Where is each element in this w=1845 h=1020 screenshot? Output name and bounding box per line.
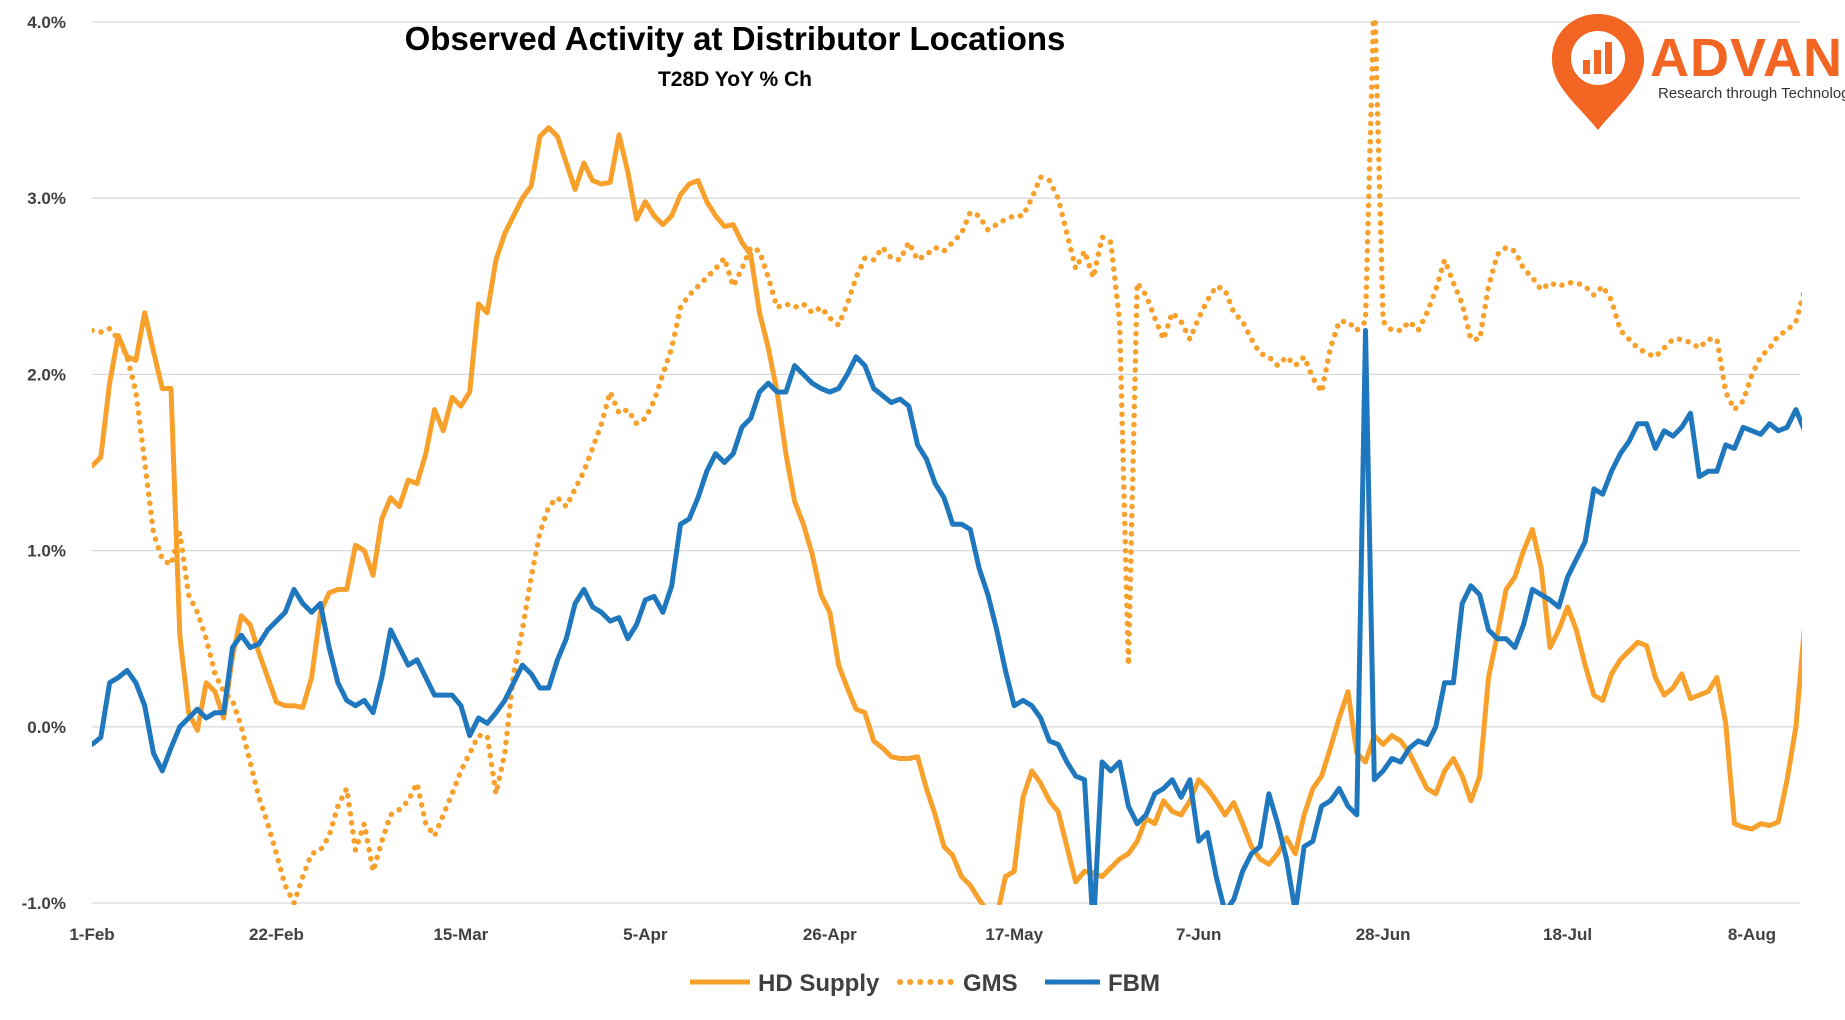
legend-item: GMS xyxy=(897,970,1018,997)
x-axis: 1-Feb 22-Feb 15-Mar 5-Apr 26-Apr 17-May 7-Jun 2… xyxy=(69,925,1776,944)
series-line-fbm xyxy=(92,327,1802,905)
logo-brand: ADVAN xyxy=(1650,28,1843,88)
advan-logo: ADVAN Research through Technology xyxy=(1552,14,1845,130)
x-tick-label: 5-Apr xyxy=(623,925,668,944)
legend-label: GMS xyxy=(963,970,1018,997)
map-pin-icon xyxy=(1552,14,1644,130)
y-tick-label: 4.0% xyxy=(27,13,66,32)
y-tick-label: -1.0% xyxy=(22,894,66,913)
x-tick-label: 1-Feb xyxy=(69,925,114,944)
x-tick-label: 8-Aug xyxy=(1728,925,1776,944)
x-tick-label: 15-Mar xyxy=(433,925,488,944)
y-tick-label: 1.0% xyxy=(27,542,66,561)
x-tick-label: 26-Apr xyxy=(803,925,857,944)
logo-tagline: Research through Technology xyxy=(1658,85,1845,102)
x-tick-label: 7-Jun xyxy=(1176,925,1221,944)
x-tick-label: 22-Feb xyxy=(249,925,304,944)
x-tick-label: 17-May xyxy=(985,925,1043,944)
chart-title: Observed Activity at Distributor Locatio… xyxy=(405,20,1066,57)
y-axis: -1.0% 0.0% 1.0% 2.0% 3.0% 4.0% xyxy=(22,13,66,913)
legend: HD Supply GMS FBM xyxy=(690,970,1160,997)
legend-item: HD Supply xyxy=(690,970,880,997)
legend-item: FBM xyxy=(1045,970,1160,997)
y-tick-label: 0.0% xyxy=(27,718,66,737)
series-line-hd-supply xyxy=(92,125,1802,905)
x-tick-label: 28-Jun xyxy=(1356,925,1411,944)
series-layer xyxy=(92,20,1802,905)
series-line-gms xyxy=(92,20,1802,905)
legend-label: FBM xyxy=(1108,970,1160,997)
gridlines xyxy=(92,21,1800,904)
y-tick-label: 3.0% xyxy=(27,189,66,208)
x-tick-label: 18-Jul xyxy=(1543,925,1592,944)
y-tick-label: 2.0% xyxy=(27,365,66,384)
legend-label: HD Supply xyxy=(758,970,880,997)
chart-subtitle: T28D YoY % Ch xyxy=(658,68,812,91)
